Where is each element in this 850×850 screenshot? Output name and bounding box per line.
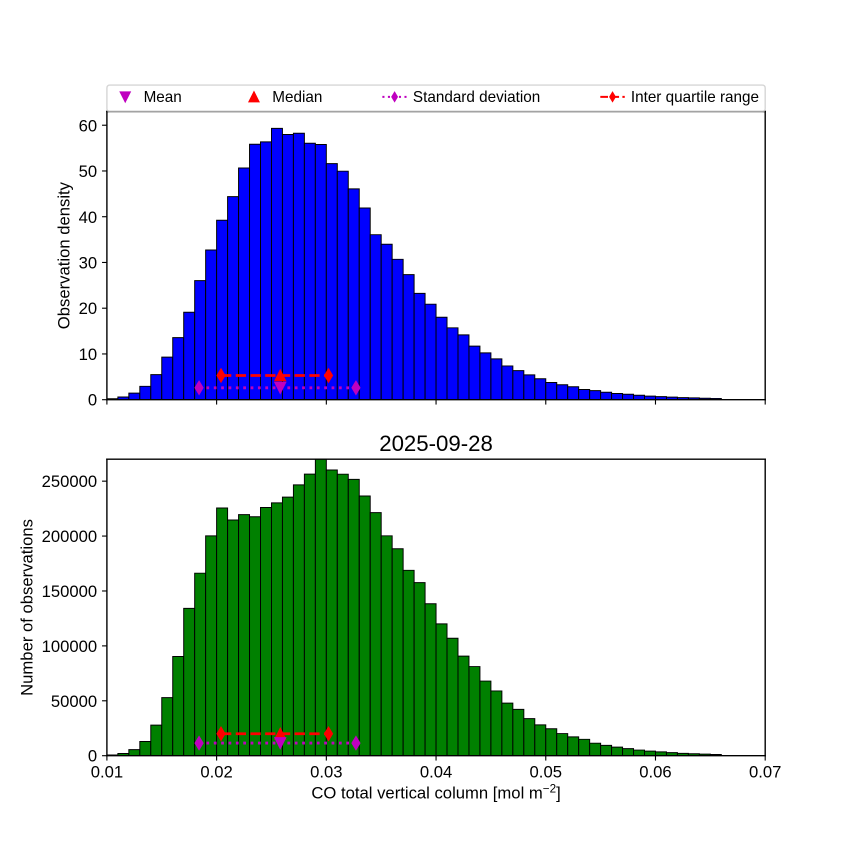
svg-text:Observation density: Observation density (55, 181, 74, 329)
svg-text:10: 10 (79, 345, 98, 364)
svg-text:60: 60 (79, 116, 98, 135)
svg-text:200000: 200000 (42, 527, 98, 546)
svg-text:100000: 100000 (42, 637, 98, 656)
svg-text:40: 40 (79, 208, 98, 227)
svg-text:50: 50 (79, 162, 98, 181)
svg-text:250000: 250000 (42, 472, 98, 491)
svg-text:150000: 150000 (42, 582, 98, 601)
svg-text:0.06: 0.06 (639, 763, 671, 782)
svg-text:Mean: Mean (144, 89, 182, 106)
svg-text:Inter quartile range: Inter quartile range (631, 89, 759, 106)
svg-text:0.05: 0.05 (530, 763, 562, 782)
svg-text:20: 20 (79, 299, 98, 318)
svg-text:0.03: 0.03 (310, 763, 342, 782)
svg-text:2025-09-28: 2025-09-28 (379, 431, 493, 456)
svg-text:50000: 50000 (51, 692, 97, 711)
svg-text:Number of observations: Number of observations (18, 519, 37, 696)
svg-text:0.02: 0.02 (200, 763, 232, 782)
svg-text:0: 0 (88, 747, 97, 766)
svg-text:30: 30 (79, 254, 98, 273)
svg-text:Median: Median (272, 89, 322, 106)
svg-text:0.07: 0.07 (749, 763, 781, 782)
svg-text:Standard deviation: Standard deviation (413, 89, 540, 106)
svg-text:CO total vertical column [mol: CO total vertical column [mol m−2] (311, 782, 560, 802)
svg-text:0: 0 (88, 391, 97, 410)
svg-text:0.04: 0.04 (420, 763, 452, 782)
